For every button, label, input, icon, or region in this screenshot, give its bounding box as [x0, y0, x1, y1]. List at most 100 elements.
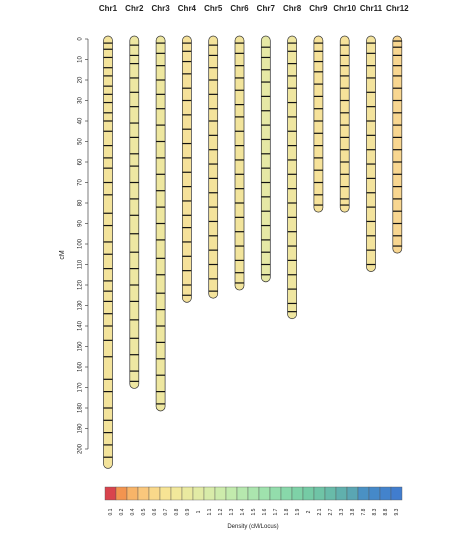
legend-swatch: [335, 486, 348, 501]
chromosome-label: Chr12: [386, 4, 409, 13]
y-tick-label: 100: [78, 238, 84, 249]
legend-swatch: [247, 486, 260, 501]
y-tick-label: 50: [78, 138, 84, 145]
legend-swatch: [379, 486, 392, 501]
y-tick-label: 20: [78, 76, 84, 83]
legend-label: 1.1: [207, 508, 213, 515]
chromosome-label: Chr2: [125, 4, 144, 13]
y-tick-label: 40: [78, 117, 84, 124]
chromosome: [234, 35, 245, 291]
y-tick-label: 120: [78, 279, 84, 290]
chromosome-label: Chr5: [204, 4, 223, 13]
chromosome-label: Chr9: [309, 4, 328, 13]
legend-title: Density (cM/Locus): [227, 524, 278, 530]
chromosome-label: Chr10: [333, 4, 356, 13]
legend-label: 0.9: [185, 508, 191, 515]
legend-label: 0.7: [163, 508, 169, 515]
legend-swatch: [390, 486, 403, 501]
legend-label: 2: [306, 510, 312, 513]
legend-label: 3.8: [350, 508, 356, 515]
legend-label: 1.8: [284, 508, 290, 515]
legend-swatch: [159, 486, 172, 501]
legend-swatch: [137, 486, 150, 501]
legend-label: 1.6: [262, 508, 268, 515]
y-axis-label: cM: [59, 250, 66, 260]
legend-swatch: [225, 486, 238, 501]
legend-swatch: [170, 486, 183, 501]
legend-swatch: [302, 486, 315, 501]
legend-swatch: [280, 486, 293, 501]
y-tick-label: 60: [78, 158, 84, 165]
y-tick-label: 150: [78, 341, 84, 352]
chromosome: [260, 35, 271, 283]
y-tick-label: 10: [78, 56, 84, 63]
y-tick-label: 160: [78, 361, 84, 372]
y-tick-label: 190: [78, 423, 84, 434]
legend-swatch: [181, 486, 194, 501]
legend-swatch: [236, 486, 249, 501]
chromosome: [208, 35, 219, 299]
y-tick-label: 110: [78, 259, 84, 269]
chromosome: [366, 35, 376, 272]
legend-label: 1.7: [273, 508, 279, 515]
legend-swatch: [104, 486, 117, 501]
legend-label: 0.1: [108, 508, 114, 515]
legend-label: 1: [196, 510, 202, 513]
legend-swatch: [258, 486, 271, 501]
legend-label: 1.2: [218, 508, 224, 515]
chromosome-label: Chr4: [178, 4, 197, 13]
legend-label: 1.3: [229, 508, 235, 515]
y-tick-label: 0: [78, 37, 84, 41]
legend-swatch: [126, 486, 139, 501]
legend-swatch: [313, 486, 326, 501]
legend-label: 1.4: [240, 508, 246, 515]
legend-label: 8.8: [383, 508, 389, 515]
y-tick-label: 70: [78, 179, 84, 186]
legend-label: 7.8: [361, 508, 367, 515]
chromosome: [313, 35, 324, 213]
legend-label: 0.6: [152, 508, 158, 515]
y-tick-label: 130: [78, 300, 84, 311]
y-tick-label: 180: [78, 402, 84, 413]
legend-label: 1.9: [295, 508, 301, 515]
legend-label: 1.5: [251, 508, 257, 515]
y-tick-label: 170: [78, 382, 84, 393]
legend-label: 0.8: [174, 508, 180, 515]
y-tick-label: 200: [78, 443, 84, 454]
legend-label: 0.4: [130, 508, 136, 515]
legend-swatch: [324, 486, 337, 501]
legend-swatch: [368, 486, 381, 501]
legend-swatch: [214, 486, 227, 501]
legend-label: 0.2: [119, 508, 125, 515]
legend-swatch: [148, 486, 161, 501]
chromosome: [103, 35, 113, 469]
legend-label: 0.5: [141, 508, 147, 515]
chromosome: [287, 35, 297, 320]
chromosome: [182, 35, 192, 303]
legend-swatch: [203, 486, 216, 501]
chromosome: [129, 35, 140, 389]
legend-label: 9.3: [394, 508, 400, 515]
chromosome-label: Chr3: [151, 4, 170, 13]
legend-label: 8.3: [372, 508, 378, 515]
chromosome-label: Chr1: [99, 4, 118, 13]
legend-swatch: [291, 486, 304, 501]
y-tick-label: 80: [78, 199, 84, 206]
legend-swatch: [115, 486, 128, 501]
chromosome-label: Chr7: [257, 4, 276, 13]
legend-label: 2.1: [317, 508, 323, 515]
chromosome: [392, 35, 403, 254]
legend-swatch: [346, 486, 359, 501]
chromosome: [339, 35, 350, 213]
legend-swatch: [192, 486, 205, 501]
chromosome-label: Chr11: [360, 4, 383, 13]
y-tick-label: 140: [78, 320, 84, 331]
legend-swatch: [357, 486, 370, 501]
chromosome-label: Chr8: [283, 4, 302, 13]
legend-label: 2.7: [328, 508, 334, 515]
y-tick-label: 30: [78, 97, 84, 104]
chromosome-label: Chr6: [230, 4, 249, 13]
legend-label: 3.3: [339, 508, 345, 515]
y-tick-label: 90: [78, 220, 84, 227]
